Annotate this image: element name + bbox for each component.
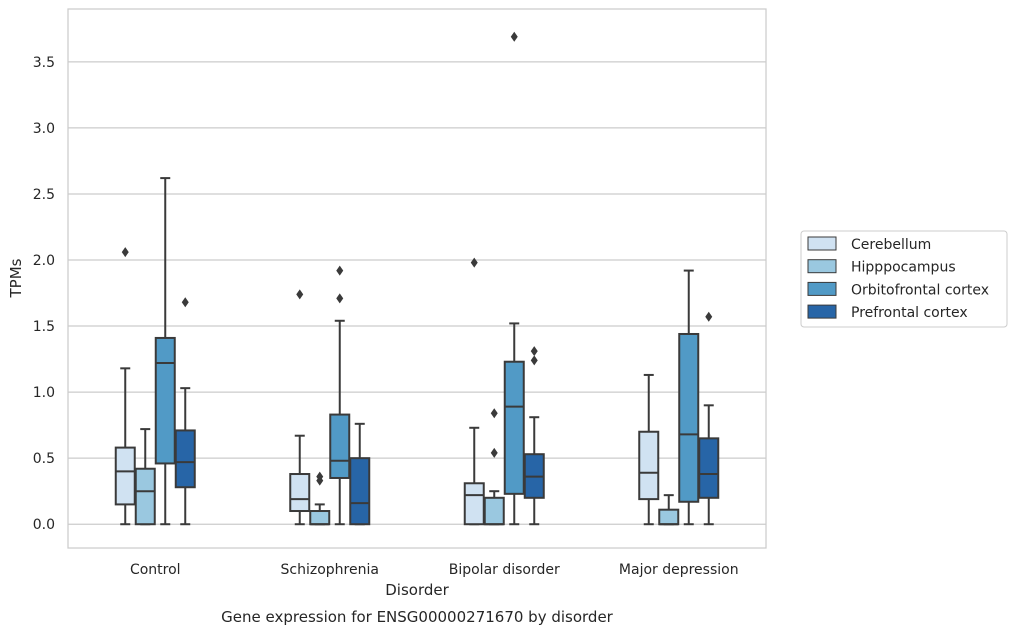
outlier-point — [316, 471, 324, 482]
box-iqr — [289, 473, 311, 513]
box-iqr — [174, 429, 196, 489]
legend-label: Orbitofrontal cortex — [851, 282, 989, 298]
box-prefrontal-cortex — [174, 297, 196, 526]
box-cerebellum — [289, 289, 311, 526]
box-orbitofrontal-cortex — [154, 177, 176, 526]
box-hipppocampus — [483, 408, 505, 526]
outlier-point — [336, 293, 344, 304]
chart-caption: Gene expression for ENSG00000271670 by d… — [221, 608, 614, 626]
box-iqr — [658, 508, 680, 526]
outlier-point — [510, 31, 518, 42]
outlier-point — [705, 311, 713, 322]
outlier-point — [181, 297, 189, 308]
box-hipppocampus — [134, 428, 156, 526]
x-tick-label: Control — [130, 562, 181, 578]
y-tick-label: 2.0 — [33, 253, 55, 269]
box-prefrontal-cortex — [698, 311, 720, 526]
outlier-point — [296, 289, 304, 300]
y-tick-label: 0.0 — [33, 517, 55, 533]
legend-frame — [800, 230, 1008, 328]
plot-area-frame — [67, 8, 767, 549]
box-orbitofrontal-cortex — [503, 31, 525, 526]
box-iqr — [463, 482, 485, 526]
legend-label: Prefrontal cortex — [851, 305, 968, 321]
x-tick-label: Major depression — [619, 562, 739, 578]
box-orbitofrontal-cortex — [678, 269, 700, 526]
legend-swatch — [807, 259, 837, 274]
box-iqr — [154, 336, 176, 465]
x-axis-label: Disorder — [385, 581, 449, 599]
outlier-point — [490, 408, 498, 419]
x-tick-label: Schizophrenia — [281, 562, 379, 578]
y-tick-label: 3.0 — [33, 121, 55, 137]
box-iqr — [698, 437, 720, 499]
outlier-point — [530, 355, 538, 366]
box-iqr — [114, 446, 136, 506]
box-cerebellum — [638, 373, 660, 526]
outlier-point — [121, 247, 129, 258]
y-tick-label: 2.5 — [33, 187, 55, 203]
box-cerebellum — [114, 247, 136, 526]
y-tick-label: 1.5 — [33, 319, 55, 335]
outlier-point — [530, 346, 538, 357]
box-iqr — [483, 496, 505, 526]
outlier-point — [470, 257, 478, 268]
legend-swatch — [807, 304, 837, 319]
y-tick-label: 3.5 — [33, 55, 55, 71]
legend-swatch — [807, 236, 837, 251]
y-tick-label: 0.5 — [33, 451, 55, 467]
legend: Cerebellum Hipppocampus Orbitofrontal cort… — [800, 230, 1008, 328]
box-prefrontal-cortex — [349, 422, 371, 526]
box-hipppocampus — [309, 471, 331, 526]
legend-swatch — [807, 281, 837, 296]
boxes — [114, 31, 720, 526]
outlier-point — [336, 265, 344, 276]
y-axis-ticks: 0.0 0.5 1.0 1.5 2.0 2.5 3.0 3.5 — [33, 55, 55, 533]
outlier-point — [490, 447, 498, 458]
box-cerebellum — [463, 257, 485, 526]
box-iqr — [134, 467, 156, 526]
box-iqr — [638, 430, 660, 501]
box-prefrontal-cortex — [523, 346, 545, 526]
legend-label: Hipppocampus — [851, 260, 956, 276]
box-orbitofrontal-cortex — [329, 265, 351, 526]
box-hipppocampus — [658, 494, 680, 526]
box-iqr — [678, 332, 700, 503]
box-iqr — [503, 360, 525, 495]
x-tick-label: Bipolar disorder — [449, 562, 560, 578]
box-iqr — [329, 413, 351, 479]
y-axis-label: TPMs — [7, 258, 25, 298]
legend-label: Cerebellum — [851, 237, 931, 253]
y-tick-label: 1.0 — [33, 385, 55, 401]
box-iqr — [309, 510, 331, 526]
box-iqr — [349, 457, 371, 526]
x-axis-ticks: Control Schizophrenia Bipolar disorder Majo… — [130, 562, 739, 578]
